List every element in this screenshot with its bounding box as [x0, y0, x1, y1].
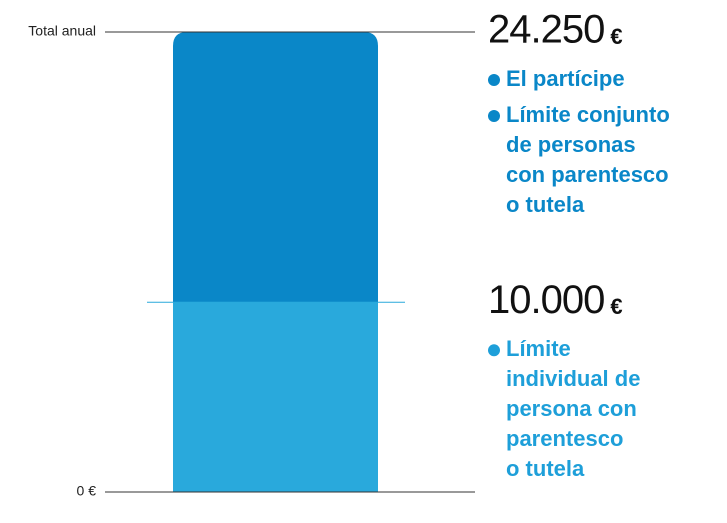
annotation-item: Límite	[506, 336, 571, 361]
bar-segment	[173, 302, 378, 492]
annotation-item: o tutela	[506, 456, 585, 481]
y-tick-label: 0 €	[77, 483, 97, 499]
annotation-item: o tutela	[506, 192, 585, 217]
bullet	[488, 74, 500, 86]
annotation-item: parentesco	[506, 426, 623, 451]
annotation-value: 10.000	[488, 278, 604, 322]
bullet	[488, 344, 500, 357]
annotation-item: individual de	[506, 366, 640, 391]
annotation-item: con parentesco	[506, 162, 669, 187]
annotation-value: 24.250	[488, 8, 604, 52]
y-tick-label: Total anual	[28, 23, 96, 39]
annotation-item: Límite conjunto	[506, 102, 670, 127]
bar-segment	[173, 32, 378, 303]
annotation-item: persona con	[506, 396, 637, 421]
annotation-unit: €	[610, 294, 622, 319]
annotation-item: El partícipe	[506, 66, 625, 91]
bullet	[488, 110, 500, 122]
annotation-item: de personas	[506, 132, 636, 157]
annotation-unit: €	[610, 24, 622, 49]
